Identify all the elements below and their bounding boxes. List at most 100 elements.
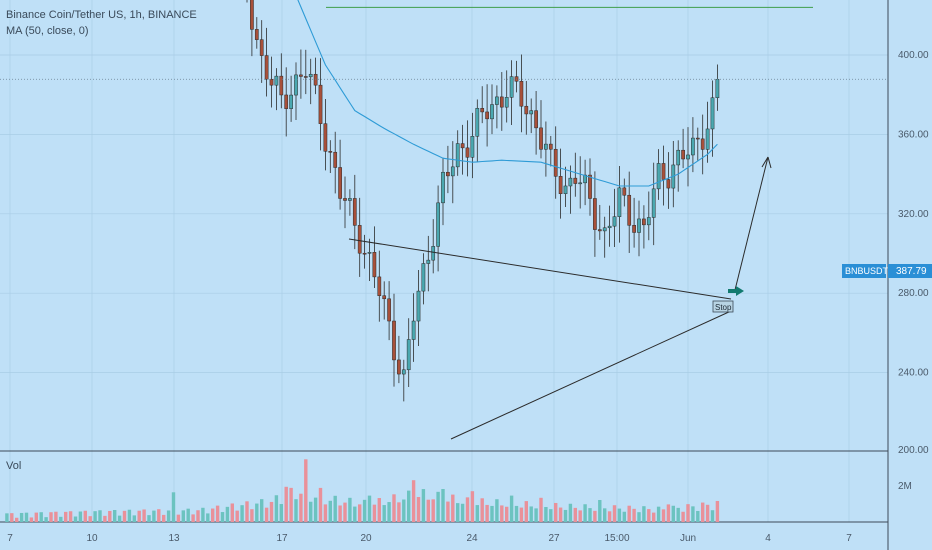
volume-bar (348, 497, 352, 522)
volume-bar (441, 489, 445, 522)
candle-body (323, 123, 328, 152)
candle-body (695, 137, 700, 140)
volume-bar (392, 494, 396, 522)
volume-bar (191, 514, 195, 522)
symbol-tag-box (842, 264, 886, 278)
candle-body (534, 110, 538, 129)
candle-body (465, 147, 470, 158)
price-tick-label: 360.00 (898, 129, 929, 140)
candle-body (269, 78, 274, 86)
candle-body (392, 320, 396, 361)
volume-bar (137, 510, 141, 522)
volume-bar (39, 512, 43, 522)
volume-bar (421, 489, 426, 522)
volume-bar (632, 508, 636, 522)
candle-body (455, 143, 460, 168)
time-axis: 7 10 13 17 20 24 27 15:00 Jun 4 7 (7, 533, 852, 544)
candle-body (382, 295, 387, 300)
volume-bar (490, 505, 494, 522)
triangle-lower-trendline[interactable] (450, 310, 732, 440)
volume-bar (573, 507, 577, 522)
volume-bar (88, 516, 92, 522)
candle-body (348, 198, 352, 201)
volume-bar (617, 508, 622, 522)
volume-bar (171, 492, 176, 522)
projection-arrow-line[interactable] (734, 156, 769, 291)
volume-scale-label: 2M (898, 481, 912, 492)
volume-bar (583, 504, 587, 522)
time-tick-label: 4 (765, 533, 771, 544)
candle-body (313, 73, 318, 86)
candle-body (544, 143, 548, 150)
candle-body (602, 227, 607, 232)
volume-bar (284, 486, 288, 522)
candle-body (568, 177, 573, 187)
volume-bar (451, 494, 455, 522)
candle-body (519, 80, 524, 107)
candle-body (553, 148, 558, 177)
candle-body (475, 108, 480, 137)
candle-body (637, 218, 641, 233)
candle-body (289, 94, 293, 109)
candle-body (700, 138, 705, 150)
green-arrow-marker (728, 286, 744, 296)
candle-body (254, 29, 259, 40)
candle-body (421, 263, 426, 292)
time-tick-label: 13 (168, 533, 180, 544)
candle-body (343, 198, 347, 201)
volume-bar (431, 499, 435, 522)
price-tick-label: 280.00 (898, 288, 929, 299)
price-axis: 240.00280.00320.00360.00400.00440.00480.… (898, 50, 929, 379)
volume-bar (460, 503, 465, 522)
volume-bar (10, 513, 14, 522)
candle-body (612, 216, 617, 227)
ma-indicator-label[interactable]: MA (50, close, 0) (6, 25, 89, 37)
volume-bar (122, 510, 127, 522)
candle-body (357, 225, 362, 254)
volume-bar (539, 497, 543, 522)
volume-bar (68, 511, 73, 522)
candle-body (294, 74, 298, 96)
volume-bar (358, 504, 362, 522)
candle-body (426, 259, 431, 264)
candle-body (558, 176, 563, 194)
volume-bar (637, 512, 641, 522)
volume-bar (260, 499, 264, 522)
candle-body (416, 290, 421, 322)
volume-bar (294, 499, 298, 522)
volume-bar (166, 510, 171, 522)
volume-bar (475, 505, 479, 522)
candle-body (622, 187, 627, 196)
volume-bar (113, 510, 117, 522)
volume-bar (495, 499, 499, 522)
volume-bar (402, 499, 406, 522)
volume-bar (225, 506, 230, 522)
volume-bar (201, 507, 205, 522)
volume-bar (250, 509, 254, 522)
volume-bar (470, 491, 475, 522)
volume-bar (309, 501, 313, 522)
symbol-title[interactable]: Binance Coin/Tether US, 1h, BINANCE (6, 9, 197, 21)
volume-bar (299, 493, 303, 522)
volume-bar (647, 509, 651, 522)
volume-bar (426, 499, 430, 522)
volume-bar (671, 505, 675, 522)
volume-pane-label: Vol (6, 460, 21, 472)
time-tick-label: 24 (466, 533, 478, 544)
candle-body (397, 359, 401, 375)
candle-body (651, 188, 656, 218)
candle-body (431, 246, 436, 261)
volume-bar (686, 504, 690, 522)
volume-bar (652, 512, 656, 522)
time-tick-label: 20 (360, 533, 372, 544)
volume-bar (519, 507, 524, 522)
volume-bar (656, 506, 661, 522)
triangle-upper-trendline[interactable] (348, 238, 732, 300)
grid-lines (0, 0, 888, 522)
stop-box[interactable] (712, 300, 734, 313)
volume-bar (235, 510, 239, 522)
volume-bar (93, 511, 97, 522)
volume-bar (269, 501, 274, 522)
